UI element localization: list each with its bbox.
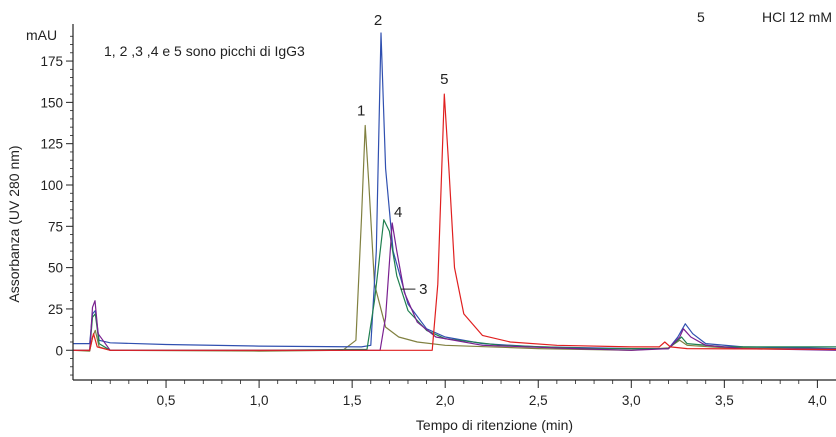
series-layer — [72, 32, 836, 352]
y-tick-label: 75 — [48, 219, 63, 234]
peak-label-5: 5 — [440, 71, 448, 88]
y-tick-label: 175 — [40, 54, 63, 69]
x-tick-label: 4,0 — [808, 393, 827, 408]
y-tick-label: 25 — [48, 302, 63, 317]
chart-annotation: 1, 2 ,3 ,4 e 5 sono picchi di IgG3 — [104, 43, 305, 59]
legend-number: 5 — [697, 9, 705, 25]
peak-label-2: 2 — [374, 12, 382, 29]
series-line-2 — [73, 32, 836, 350]
legend-text: HCl 12 mM — [762, 9, 832, 25]
y-tick-label: 0 — [55, 343, 63, 358]
y-tick-label: 125 — [40, 137, 63, 152]
y-unit-label: mAU — [26, 27, 57, 43]
series-line-5 — [73, 93, 836, 351]
series-line-1 — [72, 124, 836, 352]
peak-label-1: 1 — [357, 103, 365, 120]
peak-labels: 1 2 3 4 5 — [357, 12, 448, 298]
y-tick-label: 150 — [40, 95, 63, 110]
x-tick-label: 0,5 — [157, 393, 176, 408]
peak-label-3: 3 — [419, 281, 427, 298]
x-tick-label: 3,0 — [622, 393, 641, 408]
y-tick-label: 100 — [40, 178, 63, 193]
x-tick-label: 1,5 — [343, 393, 362, 408]
y-axis-title: Assorbanza (UV 280 nm) — [6, 145, 22, 302]
peak-label-4: 4 — [394, 204, 402, 221]
x-axis-title: Tempo di ritenzione (min) — [416, 417, 573, 433]
series-line-3 — [73, 219, 836, 351]
x-tick-label: 3,5 — [715, 393, 734, 408]
series-line-4 — [73, 222, 836, 351]
x-tick-label: 2,0 — [436, 393, 455, 408]
axes-layer: 0 25 50 75 100 125 150 175 0,5 1,0 1,5 2,0 2,5 3,0 3,5… — [40, 24, 836, 408]
y-tick-label: 50 — [48, 261, 63, 276]
x-tick-label: 1,0 — [250, 393, 269, 408]
x-tick-label: 2,5 — [529, 393, 548, 408]
